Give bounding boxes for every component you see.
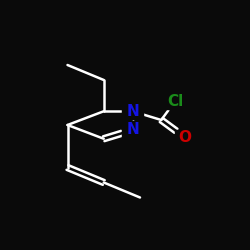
Bar xyxy=(122,122,143,138)
Bar xyxy=(160,93,190,109)
Text: N: N xyxy=(126,122,139,138)
Text: N: N xyxy=(126,104,139,119)
Text: Cl: Cl xyxy=(167,94,183,109)
Bar xyxy=(122,103,143,119)
Text: O: O xyxy=(178,130,192,145)
Bar xyxy=(174,130,196,146)
